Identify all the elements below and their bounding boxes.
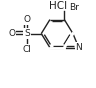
Text: N: N — [75, 43, 82, 52]
Text: HCl: HCl — [49, 1, 67, 11]
Text: Br: Br — [69, 3, 79, 12]
Text: S: S — [24, 29, 30, 38]
Text: O: O — [8, 29, 15, 38]
Text: O: O — [23, 15, 30, 24]
Text: Cl: Cl — [22, 45, 31, 54]
